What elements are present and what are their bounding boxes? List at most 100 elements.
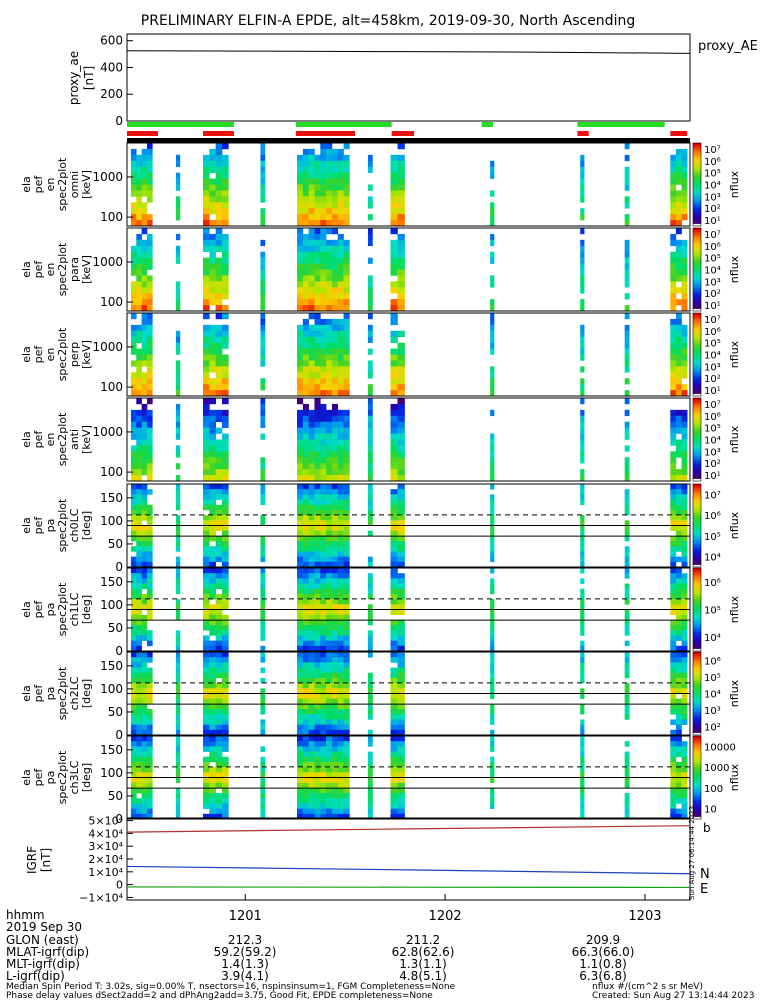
spectrogram-cell (222, 184, 229, 191)
spectrogram-cell (326, 439, 333, 446)
spectrogram-cell (314, 777, 321, 783)
spectrogram-cell (390, 756, 398, 763)
spectrogram-cell (681, 635, 688, 641)
spectrogram-cell (260, 541, 266, 547)
spectrogram-cell (390, 556, 398, 563)
spectrogram-cell (175, 427, 181, 434)
colorbar-segment (693, 488, 701, 491)
colorbar-segment (693, 760, 701, 764)
spectrogram-cell (337, 693, 344, 699)
spectrogram-cell (337, 196, 344, 203)
spectrogram-cell (222, 798, 229, 804)
spectrogram-cell (222, 421, 229, 428)
spectrogram-cell (146, 233, 153, 241)
spectrogram-cell (260, 214, 266, 221)
spectrogram-cell (297, 360, 304, 367)
spectrogram-cell (215, 683, 223, 689)
footer-row-label: MLAT-igrf(dip) (6, 945, 89, 959)
spectrogram-cell (175, 484, 181, 490)
spectrogram-cell (580, 724, 585, 731)
igrf-tick-label: 1×10⁴ (88, 866, 123, 879)
spectrogram-cell (326, 287, 333, 294)
spectrogram-cell (314, 366, 321, 373)
spectrogram-cell (390, 504, 398, 511)
spectrogram-cell (203, 698, 210, 705)
spectrogram-cell (222, 489, 229, 495)
proxy-ae-tick-label: 600 (100, 34, 123, 48)
spectrogram-cell (320, 220, 327, 227)
spectrogram-cell (260, 756, 266, 763)
spectrogram-cell (320, 494, 327, 500)
spectrogram-cell (624, 703, 630, 710)
colorbar-segment (693, 554, 701, 558)
spectrogram-cell (675, 793, 682, 799)
spectrogram-cell (490, 475, 495, 482)
spectrogram-cell (302, 299, 309, 306)
spectrogram-cell (390, 813, 398, 820)
spectrogram-cell (297, 154, 304, 162)
spectrogram-cell (580, 677, 585, 684)
spectrogram-cell (297, 672, 304, 679)
spectrogram-cell (203, 568, 210, 574)
spectrogram-cell (367, 366, 373, 373)
colorbar-segment (693, 652, 701, 655)
spectrogram-cell (320, 348, 327, 355)
spectrogram-cell (260, 556, 266, 563)
colorbar-segment (693, 308, 701, 312)
colorbar-tick-label: 10³ (704, 277, 721, 288)
spectrogram-cell (326, 561, 333, 568)
spectrogram-cell (367, 415, 373, 423)
spectrogram-cell (397, 741, 405, 747)
spectrogram-cell (203, 709, 210, 715)
spectrogram-cell (681, 372, 688, 379)
spectrogram-cell (130, 178, 137, 185)
spectrogram-cell (209, 463, 216, 470)
footer-value: 212.3 (228, 933, 262, 947)
colorbar-segment (693, 250, 701, 254)
spectrogram-ylabel-line: pef (32, 345, 45, 364)
spectrogram-cell (331, 520, 339, 526)
spectrogram-cell (320, 667, 327, 674)
spectrogram-cell (302, 489, 309, 495)
spectrogram-cell (337, 305, 344, 312)
spectrogram-cell (367, 484, 373, 490)
spectrogram-cell (260, 469, 266, 476)
spectrogram-cell (130, 751, 137, 758)
spectrogram-cell (297, 336, 304, 343)
spectrogram-cell (624, 561, 630, 568)
spectrogram-cell (141, 494, 148, 500)
spectrogram-cell (222, 719, 229, 725)
spectrogram-cell (130, 348, 137, 355)
spectrogram-cell (215, 160, 223, 168)
spectrogram-cell (367, 578, 373, 584)
spectrogram-cell (326, 390, 333, 397)
spectrogram-cell (670, 208, 677, 215)
spectrogram-ylabel-line: ela (20, 346, 33, 363)
spectrogram-cell (297, 263, 304, 270)
spectrogram-cell (203, 652, 210, 658)
spectrogram-cell (343, 530, 350, 537)
spectrogram-cell (681, 494, 688, 500)
colorbar-segment (693, 712, 701, 715)
spectrogram-cell (308, 427, 315, 434)
spectrogram-cell (302, 599, 309, 605)
spectrogram-cell (146, 630, 153, 636)
spectrogram-cell (314, 499, 321, 506)
colorbar-segment (693, 562, 701, 566)
colorbar-segment (693, 560, 701, 564)
spectrogram-cell (302, 551, 309, 557)
spectrogram-ylabel-line: ch3LC (68, 760, 81, 794)
spectrogram-cell (397, 463, 405, 470)
spectrogram-cell (397, 143, 405, 150)
spectrogram-cell (302, 546, 309, 552)
spectrogram-cell (624, 667, 630, 674)
colorbar-tick-label: 10¹ (704, 386, 721, 397)
spectrogram-cell (681, 525, 688, 531)
colorbar-segment (693, 685, 701, 688)
spectrogram-cell (397, 269, 405, 276)
colorbar-segment (693, 172, 701, 175)
spectrogram-cell (141, 561, 148, 568)
spectrogram-cell (130, 709, 137, 715)
